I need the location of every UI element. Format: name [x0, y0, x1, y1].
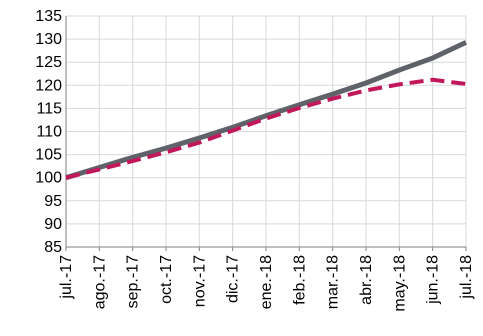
y-tick-label: 120 — [35, 77, 62, 94]
y-tick-label: 95 — [44, 193, 62, 210]
y-tick-label: 130 — [35, 31, 62, 48]
y-tick-label: 110 — [36, 124, 62, 141]
series-line-solid — [65, 40, 468, 181]
y-tick-label: 135 — [35, 8, 62, 25]
x-tick-label: nov.-17 — [191, 255, 208, 307]
y-tick-label: 100 — [35, 170, 62, 187]
y-tick-label: 125 — [35, 54, 62, 71]
x-tick-label: ene.-18 — [258, 255, 275, 309]
x-tick-label: feb.-18 — [291, 255, 308, 305]
x-tick-label: sep.-17 — [125, 255, 142, 308]
x-tick-label: mar.-18 — [325, 255, 342, 309]
x-axis-tick-labels: jul.-17 ago.-17 sep.-17 oct.-17 nov.-17 dic.-… — [58, 255, 475, 312]
y-tick-label: 85 — [44, 239, 62, 256]
y-tick-label: 90 — [44, 216, 62, 233]
x-tick-label: may.-18 — [391, 255, 408, 312]
x-tick-label: oct.-17 — [158, 255, 175, 304]
y-tick-label: 115 — [36, 100, 62, 117]
x-tick-label: jun.-18 — [425, 255, 442, 305]
series-line-dashed — [65, 77, 467, 180]
x-tick-label: jul.-17 — [58, 255, 75, 300]
y-tick-label: 105 — [35, 147, 62, 164]
x-tick-label: abr.-18 — [358, 255, 375, 305]
y-axis-tick-labels: 85 90 95 100 105 110 115 120 125 130 135 — [35, 8, 62, 256]
gridlines — [65, 15, 467, 248]
x-tick-label: dic.-17 — [225, 255, 242, 303]
x-tick-label: jul.-18 — [458, 255, 475, 300]
x-tick-label: ago.-17 — [91, 255, 108, 309]
axes — [65, 16, 467, 251]
series-lines — [65, 40, 468, 181]
